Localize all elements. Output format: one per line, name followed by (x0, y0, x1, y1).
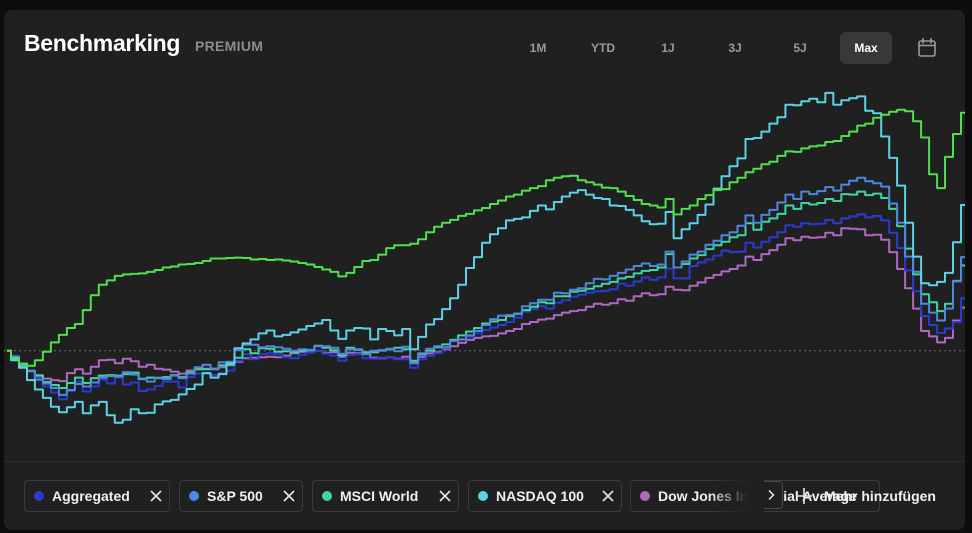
close-icon[interactable] (143, 483, 169, 509)
legend-chip-sp500[interactable]: S&P 500 (179, 480, 303, 512)
series-line-nasdaq-100 (7, 91, 965, 424)
series-line-series-6 (7, 108, 965, 367)
series-line-s-p-500 (7, 176, 965, 396)
close-icon[interactable] (432, 483, 458, 509)
legend-chips: Aggregated S&P 500 MSCI World NASDAQ 100 (24, 480, 965, 514)
legend-chip-msci-world[interactable]: MSCI World (312, 480, 459, 512)
range-5j-button[interactable]: 5J (793, 41, 807, 55)
series-color-dot (34, 491, 44, 501)
page-title: Benchmarking (24, 30, 181, 56)
range-1j-button[interactable]: 1J (661, 41, 675, 55)
legend-chip-nasdaq-100[interactable]: NASDAQ 100 (468, 480, 622, 512)
calendar-button[interactable] (912, 33, 942, 63)
calendar-icon (918, 37, 936, 57)
series-line-dow-jones-industrial-average (7, 227, 965, 383)
add-benchmark-button[interactable]: Mehr hinzufügen (794, 480, 936, 512)
series-line-msci-world (7, 190, 965, 389)
range-ytd-button[interactable]: YTD (591, 41, 615, 55)
series-color-dot (322, 491, 332, 501)
range-max-button[interactable]: Max (840, 32, 892, 64)
premium-badge: PREMIUM (195, 38, 264, 54)
plus-icon (796, 488, 812, 504)
close-icon[interactable] (595, 483, 621, 509)
legend-chip-label: S&P 500 (207, 488, 263, 504)
series-color-dot (478, 491, 488, 501)
legend-chip-label: MSCI World (340, 488, 419, 504)
range-1m-button[interactable]: 1M (529, 41, 547, 55)
legend-chip-label: Aggregated (52, 488, 130, 504)
series-color-dot (189, 491, 199, 501)
chevron-right-icon (768, 489, 775, 501)
close-icon[interactable] (276, 483, 302, 509)
range-3j-button[interactable]: 3J (728, 41, 742, 55)
legend-chip-label: NASDAQ 100 (496, 488, 584, 504)
legend-chip-aggregated[interactable]: Aggregated (24, 480, 170, 512)
legend-divider (4, 461, 965, 462)
series-line-aggregated (7, 213, 965, 401)
benchmarking-card: Benchmarking PREMIUM 1M YTD 1J 3J 5J Max… (4, 10, 965, 530)
series-color-dot (640, 491, 650, 501)
chips-fade-overlay (709, 480, 764, 514)
performance-chart (4, 91, 965, 424)
add-benchmark-label: Mehr hinzufügen (824, 488, 936, 504)
